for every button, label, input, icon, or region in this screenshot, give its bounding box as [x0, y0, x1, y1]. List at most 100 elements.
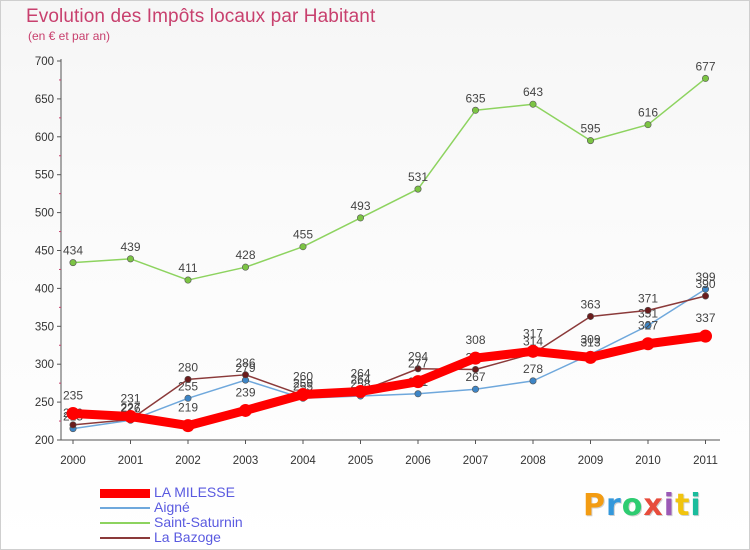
data-point [181, 419, 195, 433]
data-point [644, 121, 652, 129]
y-tick-label: 300 [35, 359, 54, 371]
data-point [584, 350, 597, 364]
data-label: 308 [465, 333, 485, 347]
data-label: 455 [293, 228, 313, 242]
chart-title: Evolution des Impôts locaux par Habitant [26, 6, 376, 27]
data-label: 371 [638, 291, 658, 305]
data-label: 411 [178, 261, 197, 275]
series-line-0 [72, 77, 707, 281]
x-tick-label: 2003 [233, 455, 259, 467]
data-label: 399 [695, 270, 715, 284]
data-label: 309 [580, 332, 600, 346]
y-tick-label: 700 [35, 56, 54, 68]
data-label: 264 [350, 372, 370, 386]
y-tick-label: 250 [35, 397, 54, 409]
data-label: 278 [523, 362, 543, 376]
x-tick-label: 2009 [578, 455, 604, 467]
data-label: 235 [63, 388, 83, 402]
data-label: 313 [580, 335, 600, 349]
data-point [701, 292, 709, 300]
data-point [299, 243, 307, 251]
x-tick-label: 2008 [520, 455, 546, 467]
data-label: 595 [580, 122, 600, 136]
data-label: 327 [638, 319, 658, 333]
data-point [471, 106, 479, 114]
data-point [586, 137, 594, 145]
data-point [586, 312, 594, 320]
data-point [66, 406, 80, 420]
data-point [414, 390, 422, 398]
x-tick-label: 2006 [405, 455, 431, 467]
data-label: 428 [235, 248, 255, 262]
data-point [471, 366, 479, 374]
data-label: 260 [293, 370, 313, 384]
data-point [242, 263, 250, 271]
data-point [529, 377, 537, 385]
data-label: 439 [120, 240, 140, 254]
data-label: 337 [695, 311, 715, 325]
data-label: 390 [695, 277, 715, 291]
x-tick-label: 2010 [635, 455, 661, 467]
data-point [414, 365, 422, 373]
legend-label: Aigné [154, 499, 190, 515]
series-line-1 [72, 288, 707, 430]
data-label: 280 [178, 360, 198, 374]
proxiti-logo: Proxiti [583, 488, 702, 523]
legend-label: La Bazoge [154, 529, 221, 545]
data-point [354, 384, 367, 398]
data-label: 259 [293, 376, 313, 390]
data-point [296, 388, 310, 402]
data-label: 231 [120, 392, 140, 406]
data-point [471, 385, 479, 393]
data-point [644, 322, 652, 330]
data-label: 267 [465, 370, 485, 384]
data-point [699, 329, 712, 343]
data-point [356, 214, 364, 222]
data-point [69, 259, 77, 267]
data-label: 239 [235, 385, 255, 399]
data-point [526, 344, 540, 358]
x-tick-label: 2011 [693, 455, 718, 467]
y-tick-label: 550 [35, 170, 54, 182]
legend-swatch [100, 537, 150, 539]
y-tick-label: 650 [35, 94, 54, 106]
y-tick-label: 350 [35, 321, 54, 333]
data-point [184, 375, 192, 383]
data-point [701, 285, 709, 293]
data-label: 317 [523, 326, 543, 340]
data-label: 363 [580, 297, 600, 311]
data-point [184, 394, 192, 402]
legend-swatch [100, 522, 150, 524]
data-point [411, 375, 425, 389]
data-point [184, 276, 192, 284]
data-point [414, 185, 422, 193]
y-tick-label: 400 [35, 283, 54, 295]
y-tick-label: 500 [35, 208, 54, 220]
x-tick-label: 2002 [175, 455, 201, 467]
data-label: 616 [638, 106, 658, 120]
data-point [69, 421, 77, 429]
data-label: 277 [408, 357, 428, 371]
legend-label: Saint-Saturnin [154, 514, 243, 530]
chart-subtitle: (en € et par an) [28, 29, 111, 43]
data-label: 264 [350, 366, 370, 380]
data-label: 286 [235, 356, 255, 370]
data-point [469, 351, 482, 365]
data-point [641, 337, 655, 351]
data-label: 314 [523, 335, 543, 349]
y-tick-label: 600 [35, 132, 54, 144]
data-label: 227 [120, 401, 140, 415]
data-point [242, 371, 250, 379]
y-tick-label: 450 [35, 246, 54, 258]
y-tick-label: 200 [35, 435, 54, 447]
x-tick-label: 2000 [60, 455, 86, 467]
series-line-2 [72, 295, 707, 426]
data-point [124, 410, 137, 424]
data-label: 677 [695, 59, 715, 73]
data-point [529, 100, 537, 108]
x-tick-label: 2005 [348, 455, 374, 467]
x-tick-label: 2004 [290, 455, 316, 467]
legend-swatch [100, 488, 150, 498]
